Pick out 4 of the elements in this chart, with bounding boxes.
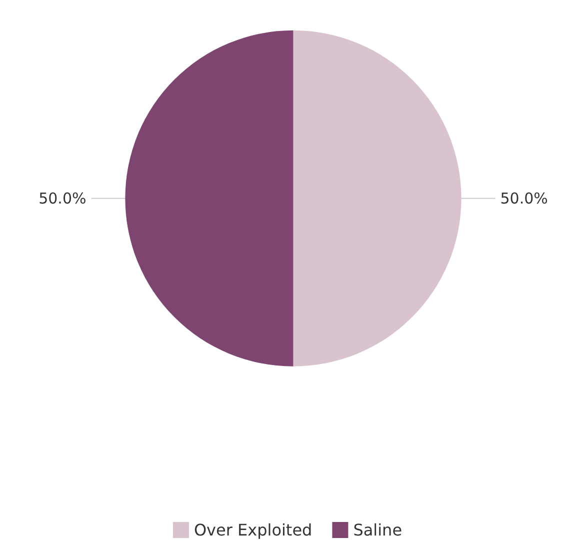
data-label: 50.0% (500, 189, 548, 208)
data-label: 50.0% (38, 189, 86, 208)
legend-label: Saline (353, 520, 402, 540)
legend-label: Over Exploited (194, 520, 312, 540)
